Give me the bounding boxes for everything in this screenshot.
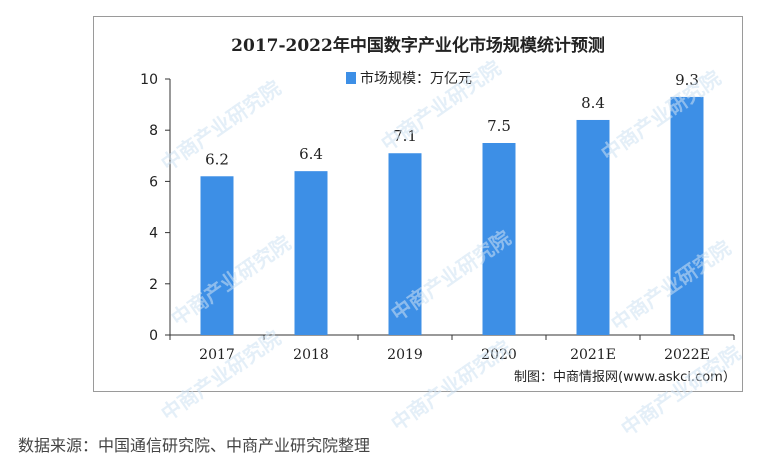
data-label: 7.1 <box>393 127 417 145</box>
bar <box>388 153 422 335</box>
y-tick-label: 6 <box>149 174 158 190</box>
y-tick-label: 10 <box>140 72 158 88</box>
data-label: 7.5 <box>487 117 511 135</box>
legend-swatch <box>346 72 356 84</box>
bar <box>576 119 610 336</box>
chart-title: 2017-2022年中国数字产业化市场规模统计预测 <box>231 35 605 56</box>
x-tick-label: 2020 <box>481 347 517 363</box>
bar-chart: 2017-2022年中国数字产业化市场规模统计预测 市场规模：万亿元 0 2 4 6 8… <box>140 35 736 385</box>
y-tick-label: 4 <box>149 226 158 242</box>
chart-frame: 2017-2022年中国数字产业化市场规模统计预测 市场规模：万亿元 0 2 4 6 8… <box>93 16 743 392</box>
data-label: 6.4 <box>299 145 323 163</box>
bar <box>200 176 234 335</box>
bar <box>294 171 328 335</box>
bars <box>200 96 704 336</box>
x-tick-label: 2021E <box>570 347 616 363</box>
data-label: 8.4 <box>581 94 605 112</box>
value-labels: 6.2 6.4 7.1 7.5 8.4 9.3 <box>205 71 699 168</box>
legend-label: 市场规模：万亿元 <box>360 70 472 87</box>
x-tick-label: 2022E <box>664 347 710 363</box>
y-tick-label: 2 <box>149 277 158 293</box>
data-label: 9.3 <box>675 71 699 89</box>
x-tick-label: 2019 <box>387 347 423 363</box>
legend: 市场规模：万亿元 <box>346 70 472 87</box>
bar <box>670 96 704 335</box>
y-tick-label: 8 <box>149 123 158 139</box>
source-note: 数据来源：中国通信研究院、中商产业研究院整理 <box>18 436 371 455</box>
bar <box>482 143 516 335</box>
y-tick-label: 0 <box>149 328 158 344</box>
axes: 0 2 4 6 8 10 2017 2018 2019 2020 2021E 2022E <box>140 72 735 363</box>
x-tick-label: 2017 <box>199 347 235 363</box>
data-label: 6.2 <box>205 150 229 168</box>
x-tick-label: 2018 <box>293 347 329 363</box>
chart-credit: 制图：中商情报网(www.askci.com） <box>514 370 736 385</box>
